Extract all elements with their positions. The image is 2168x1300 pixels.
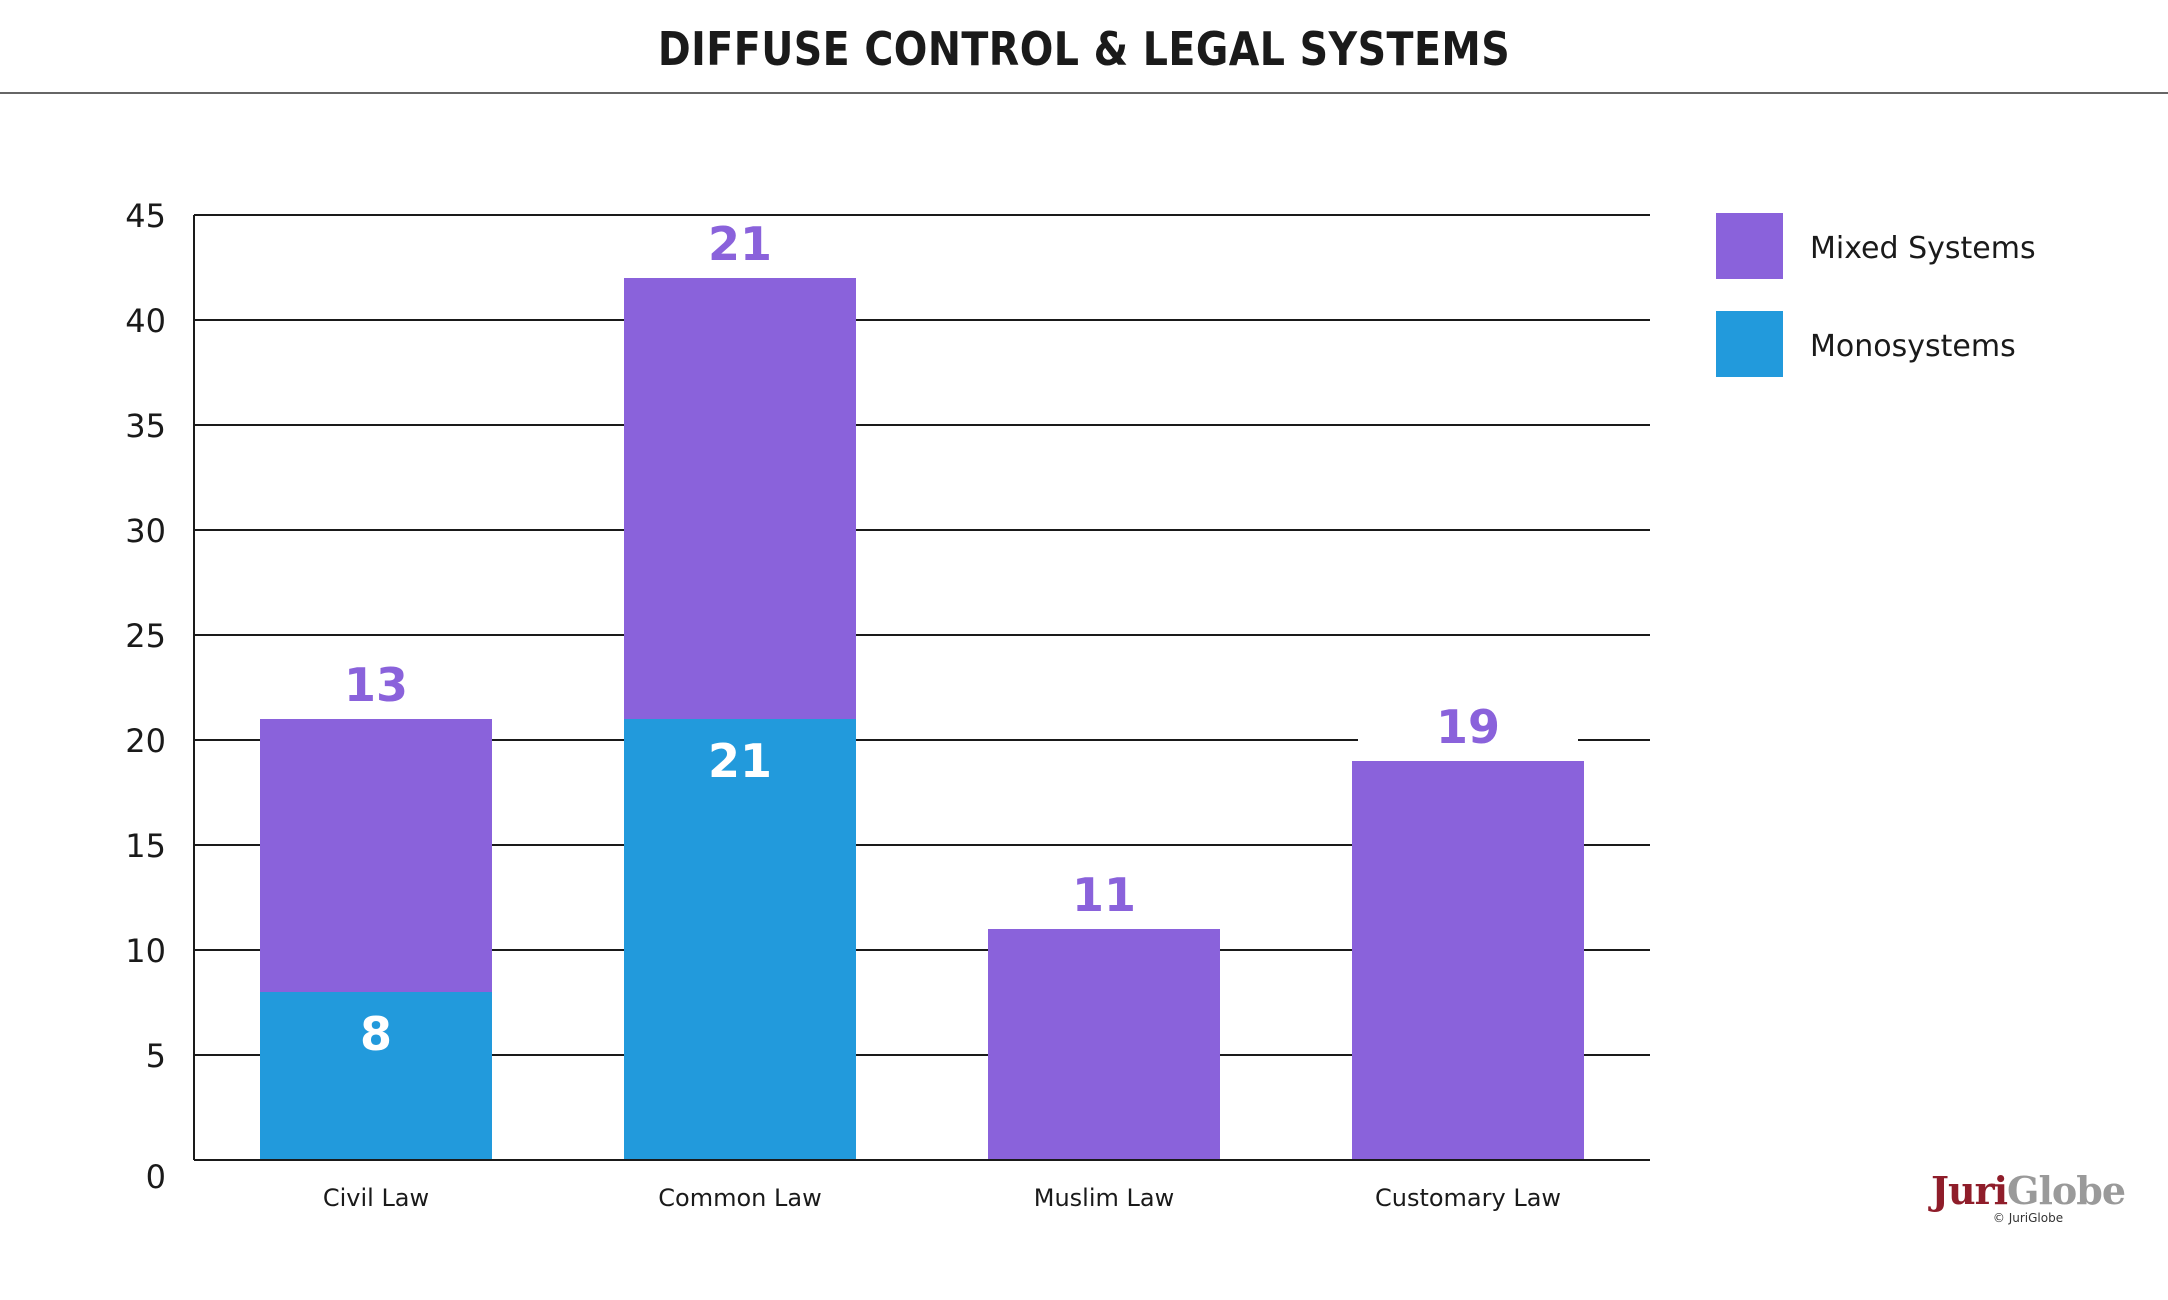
copyright-notice: © JuriGlobe — [1992, 1211, 2064, 1225]
y-tick-label-20: 20 — [125, 722, 166, 760]
bar-customary-law-mixed-systems — [1352, 761, 1584, 1160]
y-tick-label-25: 25 — [125, 617, 166, 655]
axes: 0 5 10 15 20 25 30 35 40 45 Civil Law Common Law Mus… — [125, 197, 1650, 1212]
y-tick-label-40: 40 — [125, 302, 166, 340]
title-divider — [0, 92, 2168, 94]
data-label-civil-law-mixed-systems: 13 — [344, 658, 408, 712]
y-tick-label-10: 10 — [125, 932, 166, 970]
y-tick-label-45: 45 — [125, 197, 166, 235]
label-bg-customary-law-mixed-systems — [1358, 699, 1578, 757]
bar-civil-law-mixed-systems — [260, 719, 492, 992]
legend-swatch-mixed-systems — [1716, 213, 1783, 279]
data-labels: 8 13 21 21 11 19 — [266, 216, 1578, 1061]
x-tick-label-civil-law: Civil Law — [323, 1184, 429, 1212]
label-bg-muslim-law-mixed-systems — [994, 867, 1214, 925]
logo-text-globe: Globe — [2007, 1168, 2126, 1213]
legend-label-mixed-systems: Mixed Systems — [1810, 231, 2036, 266]
data-label-customary-law-mixed-systems: 19 — [1436, 700, 1500, 754]
juriglobe-logo: JuriGlobe © JuriGlobe — [1928, 1168, 2128, 1225]
y-tick-label-0: 0 — [146, 1158, 166, 1196]
x-tick-label-customary-law: Customary Law — [1375, 1184, 1561, 1212]
y-tick-label-30: 30 — [125, 512, 166, 550]
data-label-common-law-mixed-systems: 21 — [708, 217, 772, 271]
legend-swatch-monosystems — [1716, 311, 1783, 377]
y-tick-label-5: 5 — [146, 1037, 166, 1075]
legend-label-monosystems: Monosystems — [1810, 329, 2016, 364]
chart-title: DIFFUSE CONTROL & LEGAL SYSTEMS — [657, 22, 1511, 76]
label-bg-common-law-mixed-systems — [630, 216, 850, 274]
data-label-common-law-monosystems: 21 — [708, 734, 772, 788]
y-tick-label-15: 15 — [125, 827, 166, 865]
bar-common-law-mixed-systems — [624, 278, 856, 719]
bars — [260, 278, 1584, 1160]
bar-muslim-law-mixed-systems — [988, 929, 1220, 1160]
y-tick-label-35: 35 — [125, 407, 166, 445]
label-bg-civil-law-mixed-systems — [266, 657, 486, 715]
data-label-muslim-law-mixed-systems: 11 — [1072, 868, 1136, 922]
data-label-civil-law-monosystems: 8 — [360, 1007, 392, 1061]
x-tick-label-muslim-law: Muslim Law — [1034, 1184, 1174, 1212]
x-tick-label-common-law: Common Law — [658, 1184, 821, 1212]
bar-common-law-monosystems — [624, 719, 856, 1160]
bar-civil-law-monosystems — [260, 992, 492, 1160]
legend: Mixed Systems Monosystems — [1716, 213, 2036, 377]
logo-text-juri: Juri — [1930, 1168, 2008, 1213]
